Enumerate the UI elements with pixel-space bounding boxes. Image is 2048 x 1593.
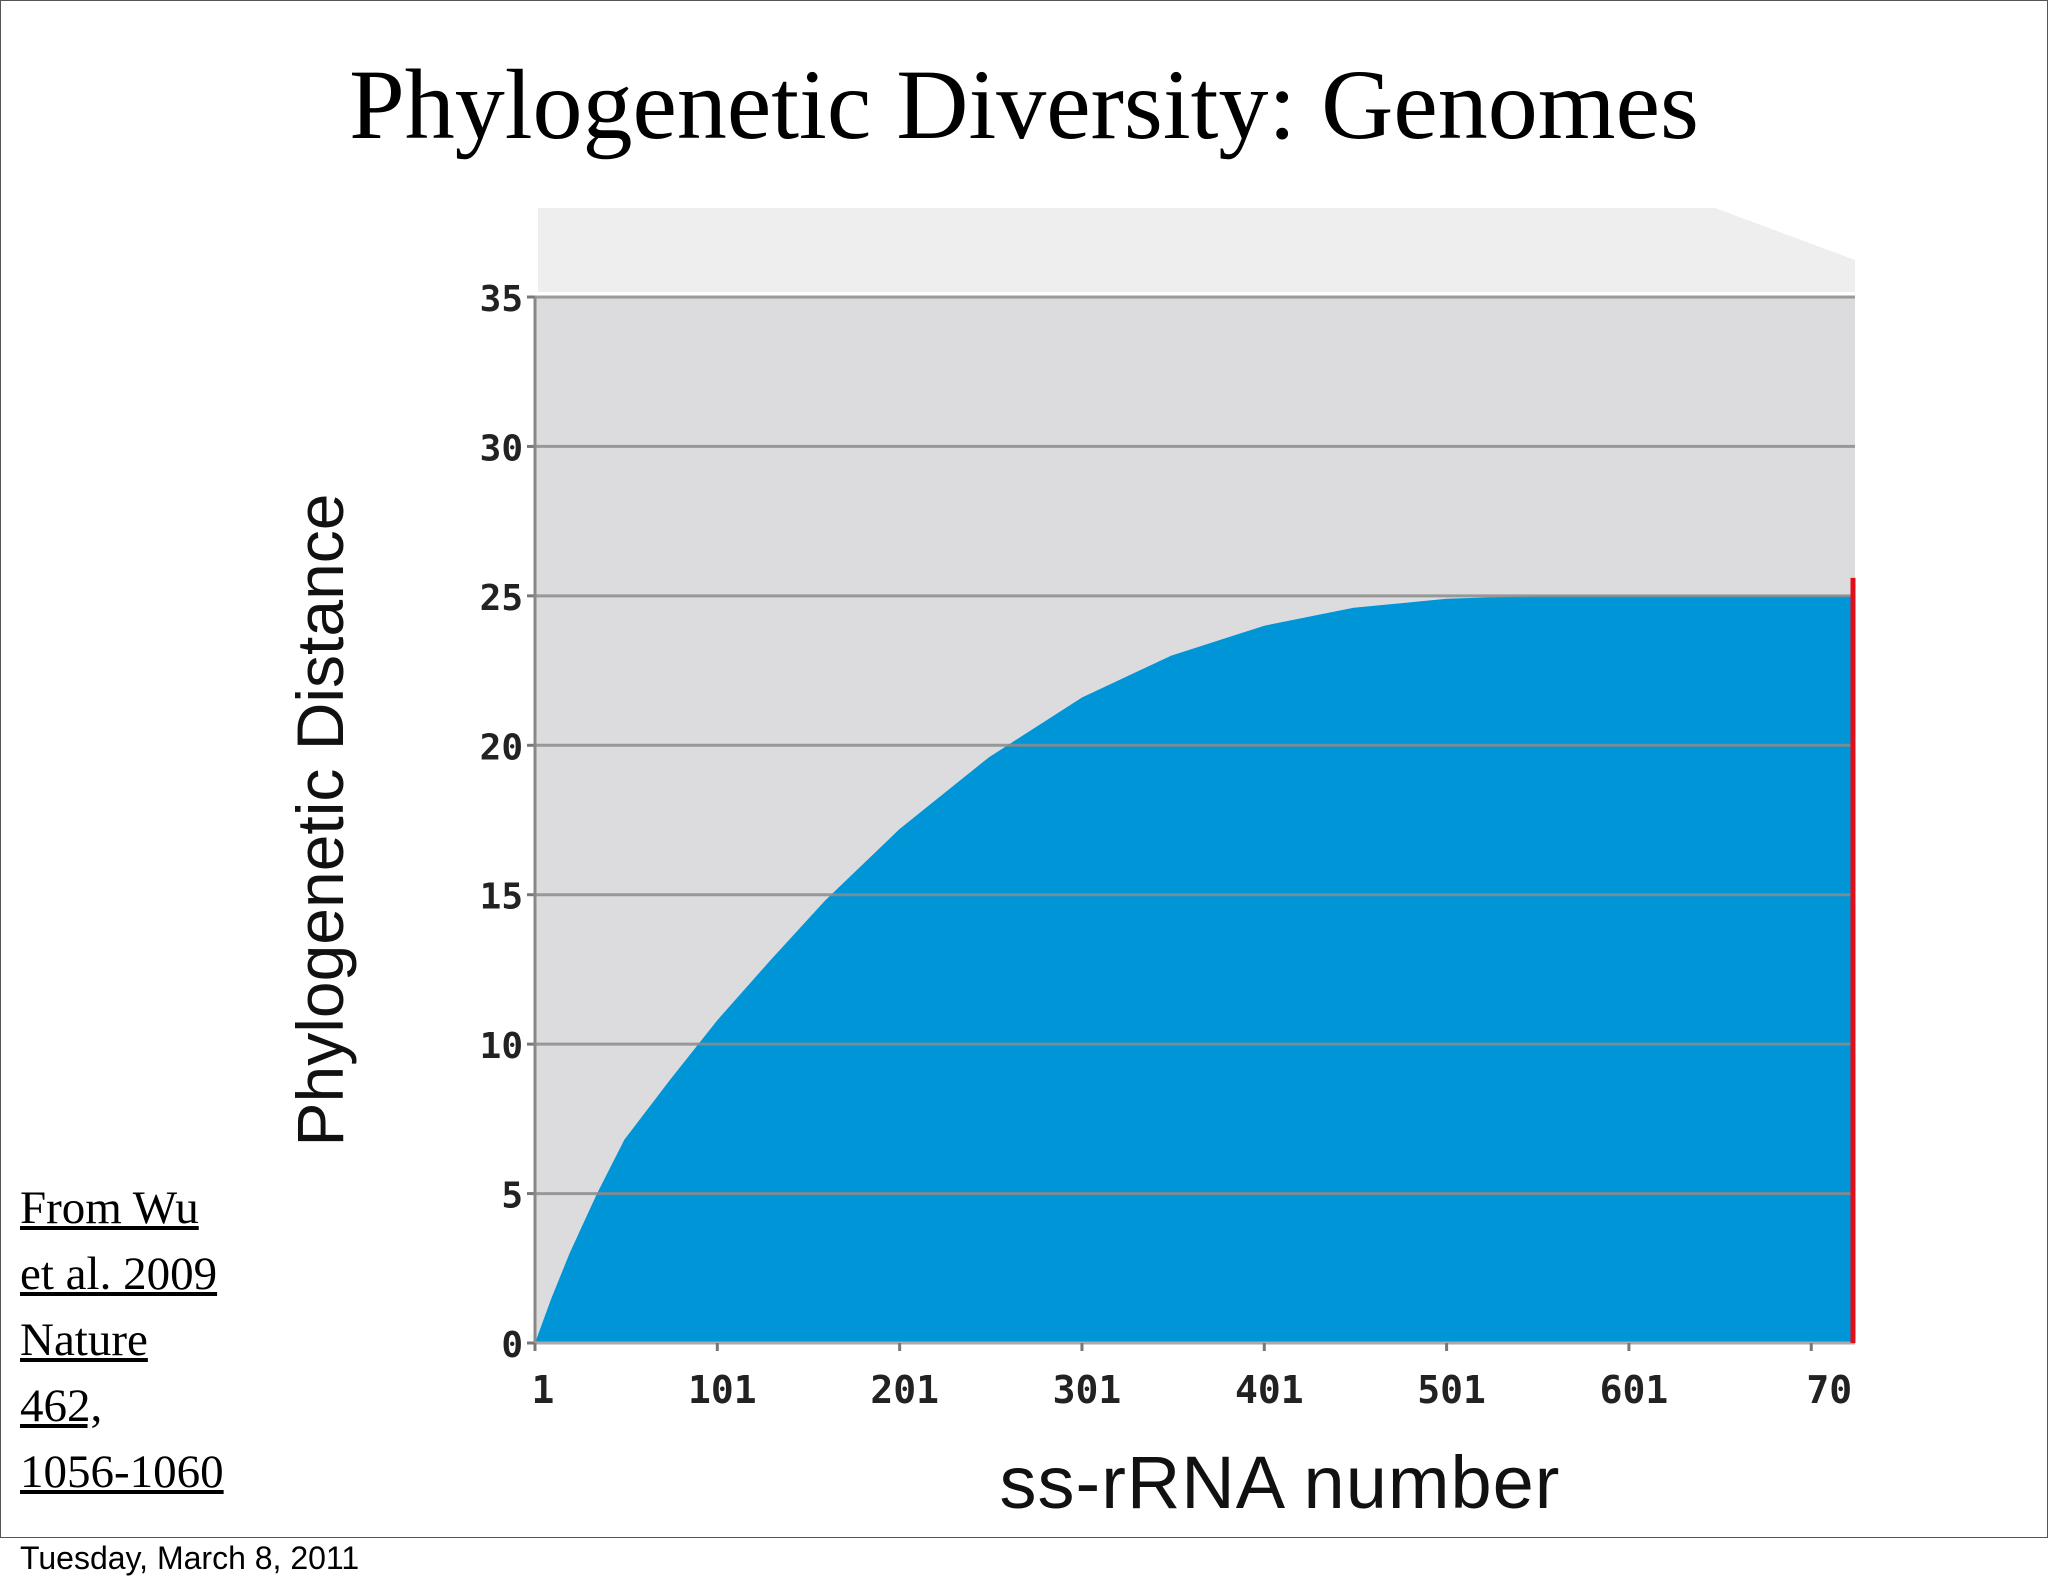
y-tick-label: 10	[480, 1026, 523, 1067]
x-tick-label: 501	[1417, 1368, 1486, 1412]
y-tick-label: 25	[480, 578, 523, 619]
citation[interactable]: From Wu et al. 2009 Nature 462, 1056-106…	[20, 1175, 260, 1505]
y-tick-label: 30	[480, 428, 523, 469]
slide-title: Phylogenetic Diversity: Genomes	[349, 49, 1699, 160]
citation-line[interactable]: 1056-1060	[20, 1446, 224, 1498]
x-tick-label: 201	[870, 1368, 939, 1412]
footer-date: Tuesday, March 8, 2011	[20, 1540, 360, 1576]
x-tick-label: 601	[1600, 1368, 1669, 1412]
citation-line[interactable]: 462,	[20, 1380, 103, 1432]
x-tick-label: 1	[532, 1368, 555, 1412]
y-tick-label: 5	[501, 1176, 523, 1217]
x-tick-label: 401	[1235, 1368, 1304, 1412]
chart: 0 5 10 15 20 25 30 35 1 101 201 301 401 501 601 70	[300, 205, 1900, 1545]
chart-svg: 0 5 10 15 20 25 30 35 1 101 201 301 401 501 601 70	[480, 208, 1856, 1412]
x-tick-label: 101	[688, 1368, 757, 1412]
citation-line[interactable]: et al. 2009	[20, 1248, 218, 1300]
citation-line[interactable]: Nature	[20, 1314, 148, 1366]
x-tick-label: 301	[1053, 1368, 1122, 1412]
x-axis-label: ss-rRNA number	[999, 1441, 1561, 1524]
x-tick-label: 70	[1806, 1368, 1852, 1412]
plot-top-band	[538, 208, 1855, 292]
y-axis-label: Phylogenetic Distance	[283, 493, 357, 1147]
y-tick-label: 0	[501, 1325, 523, 1366]
y-tick-label: 35	[480, 279, 523, 320]
citation-line[interactable]: From Wu	[20, 1182, 199, 1234]
y-tick-label: 20	[480, 727, 523, 768]
area-series	[535, 595, 1855, 1343]
y-tick-label: 15	[480, 877, 523, 918]
